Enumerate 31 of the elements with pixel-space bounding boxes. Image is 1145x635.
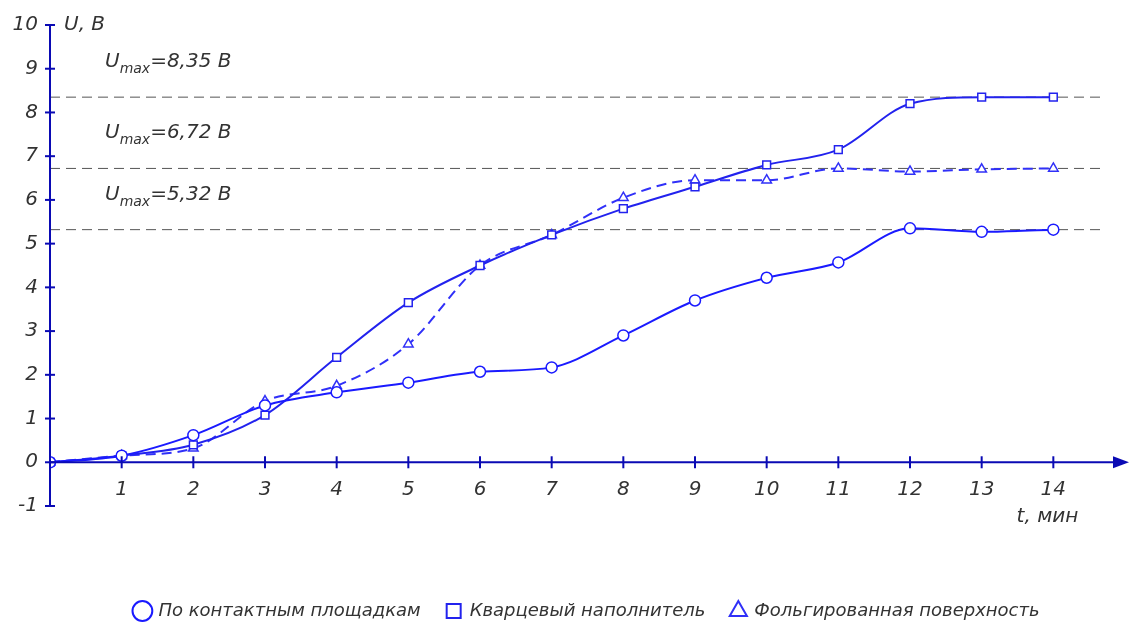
x-tick-label: 3 (258, 476, 272, 501)
x-tick-label: 8 (616, 476, 630, 501)
y-tick-label: 5 (25, 229, 38, 254)
x-tick-label: 7 (545, 476, 559, 501)
y-tick-label: -1 (18, 492, 38, 517)
y-axis-title: U, В (64, 11, 106, 36)
x-tick-label: 13 (968, 476, 995, 501)
x-tick-label: 5 (401, 476, 415, 501)
x-tick-label: 2 (186, 476, 200, 501)
y-tick-label: 9 (25, 54, 38, 79)
x-tick-label: 6 (473, 476, 487, 501)
y-tick-label: 10 (12, 11, 38, 36)
x-tick-label: 12 (897, 476, 923, 501)
y-tick-label: 6 (25, 186, 38, 211)
x-tick-label: 11 (825, 476, 852, 501)
x-axis-title: t, мин (1016, 503, 1079, 528)
x-tick-label: 14 (1040, 476, 1067, 501)
y-tick-label: 1 (25, 404, 38, 429)
legend-label: Кварцевый наполнитель (469, 598, 706, 620)
legend-label: Фольгированная поверхность (754, 598, 1040, 620)
y-tick-label: 8 (25, 98, 38, 123)
x-tick-label: 10 (753, 476, 780, 501)
x-tick-label: 9 (688, 476, 702, 501)
y-tick-label: 4 (25, 273, 38, 298)
legend-label: По контактным площадкам (158, 598, 421, 620)
y-tick-label: 0 (25, 448, 38, 473)
x-tick-label: 1 (115, 476, 129, 501)
y-tick-label: 3 (25, 317, 38, 342)
y-tick-label: 7 (25, 142, 39, 167)
x-tick-label: 4 (330, 476, 344, 501)
y-tick-label: 2 (25, 361, 38, 386)
